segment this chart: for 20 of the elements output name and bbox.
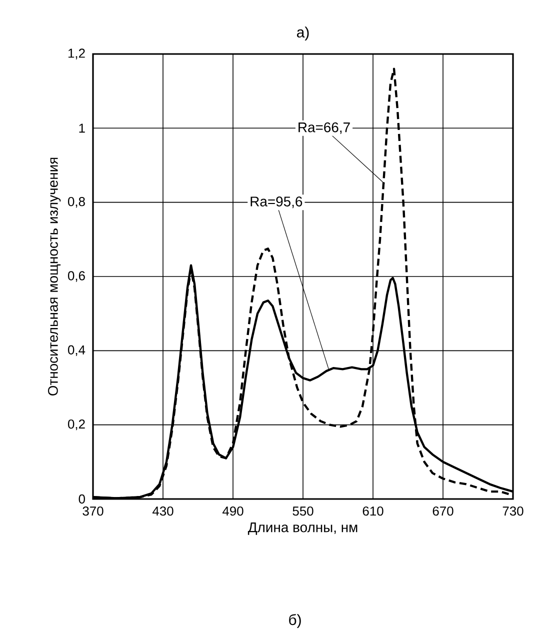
x-tick-label: 610 [362,506,384,516]
y-tick-label: 0,6 [68,271,85,282]
text: б) [289,614,301,628]
x-tick-label: 730 [502,506,524,516]
y-tick-label: 1 [79,124,85,133]
y-tick-label: 1,2 [68,48,85,60]
x-tick-label: 370 [82,506,104,516]
x-axis-title: Длина волны, нм [248,522,358,535]
annotation: Ra=66,7 [298,122,350,134]
y-tick-label: 0,4 [68,345,86,356]
x-tick-label: 430 [152,506,174,516]
y-tick-label: 0,2 [68,419,85,430]
x-tick-label: 670 [432,506,454,516]
chart-title: а) [297,26,309,41]
y-axis-title: Относительная мощность излучения [48,158,61,396]
y-tick-label: 0,8 [68,196,85,208]
x-tick-label: 490 [222,506,244,516]
annotation: Ra=95,6 [250,196,302,208]
y-tick-label: 0 [78,494,85,504]
x-tick-label: 550 [292,506,314,516]
